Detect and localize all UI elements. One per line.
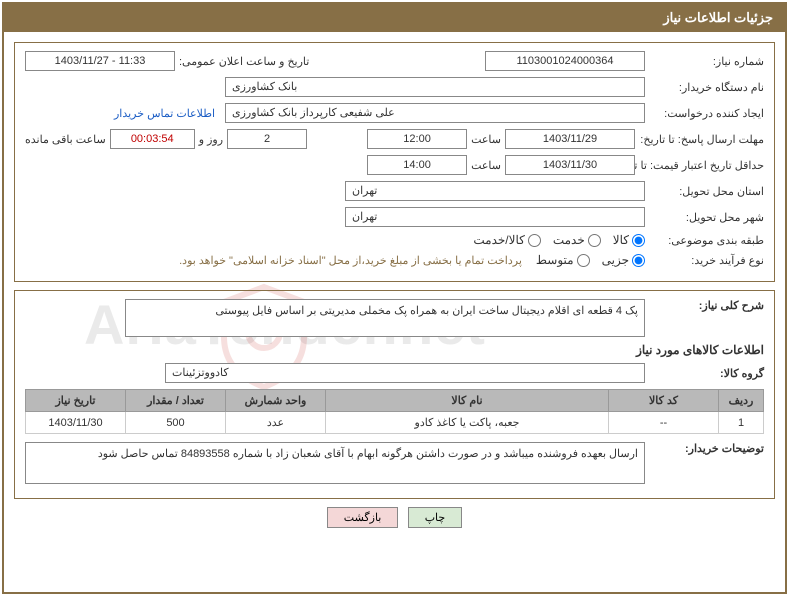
cat-service-label: خدمت xyxy=(553,233,585,247)
table-cell-code: -- xyxy=(609,412,719,434)
back-button[interactable]: بازگشت xyxy=(327,507,399,528)
city-value: تهران xyxy=(345,207,645,227)
need-no-value: 1103001024000364 xyxy=(485,51,645,71)
cat-service-input[interactable] xyxy=(588,234,601,247)
table-cell-name: جعبه، پاکت یا کاغذ کادو xyxy=(326,412,609,434)
table-cell-qty: 500 xyxy=(126,412,226,434)
main-frame: جزئیات اطلاعات نیاز AriaTender.net شماره… xyxy=(2,2,787,594)
th-row: ردیف xyxy=(719,390,764,412)
table-cell-row: 1 xyxy=(719,412,764,434)
goods-info-title: اطلاعات کالاهای مورد نیاز xyxy=(25,343,764,357)
province-value: تهران xyxy=(345,181,645,201)
process-label: نوع فرآیند خرید: xyxy=(649,254,764,267)
info-panel: شماره نیاز: 1103001024000364 تاریخ و ساع… xyxy=(14,42,775,282)
deadline-time-label: ساعت xyxy=(471,133,501,146)
days-remaining: 2 xyxy=(227,129,307,149)
th-date: تاریخ نیاز xyxy=(26,390,126,412)
group-value: کادووتزئینات xyxy=(165,363,645,383)
cat-goods-radio[interactable]: کالا xyxy=(613,233,645,247)
deadline-label: مهلت ارسال پاسخ: تا تاریخ: xyxy=(639,133,764,146)
cat-goods-service-radio[interactable]: کالا/خدمت xyxy=(473,233,540,247)
cat-goods-input[interactable] xyxy=(632,234,645,247)
validity-date: 1403/11/30 xyxy=(505,155,635,175)
desc-label: شرح کلی نیاز: xyxy=(649,299,764,312)
requester-value: علی شفیعی کارپرداز بانک کشاورزی xyxy=(225,103,645,123)
time-remaining: 00:03:54 xyxy=(110,129,195,149)
goods-table: ردیف کد کالا نام کالا واحد شمارش تعداد /… xyxy=(25,389,764,434)
proc-small-radio[interactable]: جزیی xyxy=(602,253,645,267)
deadline-date: 1403/11/29 xyxy=(505,129,635,149)
goods-panel: شرح کلی نیاز: پک 4 قطعه ای اقلام دیجیتال… xyxy=(14,290,775,499)
category-label: طبقه بندی موضوعی: xyxy=(649,234,764,247)
proc-small-label: جزیی xyxy=(602,253,629,267)
buyer-contact-link[interactable]: اطلاعات تماس خریدار xyxy=(114,107,215,120)
buyer-org-label: نام دستگاه خریدار: xyxy=(649,81,764,94)
button-row: چاپ بازگشت xyxy=(14,507,775,528)
cat-goods-service-label: کالا/خدمت xyxy=(473,233,524,247)
buyer-org-value: بانک کشاورزی xyxy=(225,77,645,97)
province-label: استان محل تحویل: xyxy=(649,185,764,198)
th-code: کد کالا xyxy=(609,390,719,412)
buyer-notes-value: ارسال بعهده فروشنده میباشد و در صورت داش… xyxy=(25,442,645,484)
process-radio-group: جزیی متوسط xyxy=(536,253,645,267)
deadline-time: 12:00 xyxy=(367,129,467,149)
proc-medium-radio[interactable]: متوسط xyxy=(536,253,590,267)
requester-label: ایجاد کننده درخواست: xyxy=(649,107,764,120)
content-area: AriaTender.net شماره نیاز: 1103001024000… xyxy=(4,32,785,538)
cat-service-radio[interactable]: خدمت xyxy=(553,233,601,247)
cat-goods-label: کالا xyxy=(613,233,629,247)
print-button[interactable]: چاپ xyxy=(408,507,463,528)
th-qty: تعداد / مقدار xyxy=(126,390,226,412)
panel-header: جزئیات اطلاعات نیاز xyxy=(4,4,785,32)
group-label: گروه کالا: xyxy=(649,367,764,380)
table-cell-unit: عدد xyxy=(226,412,326,434)
table-row: 1--جعبه، پاکت یا کاغذ کادوعدد5001403/11/… xyxy=(26,412,764,434)
days-and-label: روز و xyxy=(199,133,223,146)
need-no-label: شماره نیاز: xyxy=(649,55,764,68)
validity-label: حداقل تاریخ اعتبار قیمت: تا تاریخ: xyxy=(639,159,764,172)
process-note: پرداخت تمام یا بخشی از مبلغ خرید،از محل … xyxy=(179,254,522,267)
table-header-row: ردیف کد کالا نام کالا واحد شمارش تعداد /… xyxy=(26,390,764,412)
remain-label: ساعت باقی مانده xyxy=(25,133,106,146)
validity-time-label: ساعت xyxy=(471,159,501,172)
desc-value: پک 4 قطعه ای اقلام دیجیتال ساخت ایران به… xyxy=(125,299,645,337)
buyer-notes-label: توضیحات خریدار: xyxy=(649,442,764,455)
proc-medium-input[interactable] xyxy=(577,254,590,267)
th-unit: واحد شمارش xyxy=(226,390,326,412)
table-cell-date: 1403/11/30 xyxy=(26,412,126,434)
cat-goods-service-input[interactable] xyxy=(528,234,541,247)
announce-label: تاریخ و ساعت اعلان عمومی: xyxy=(179,55,309,68)
announce-value: 1403/11/27 - 11:33 xyxy=(25,51,175,71)
category-radio-group: کالا خدمت کالا/خدمت xyxy=(473,233,645,247)
proc-small-input[interactable] xyxy=(632,254,645,267)
th-name: نام کالا xyxy=(326,390,609,412)
city-label: شهر محل تحویل: xyxy=(649,211,764,224)
validity-time: 14:00 xyxy=(367,155,467,175)
panel-title: جزئیات اطلاعات نیاز xyxy=(663,10,773,25)
proc-medium-label: متوسط xyxy=(536,253,574,267)
